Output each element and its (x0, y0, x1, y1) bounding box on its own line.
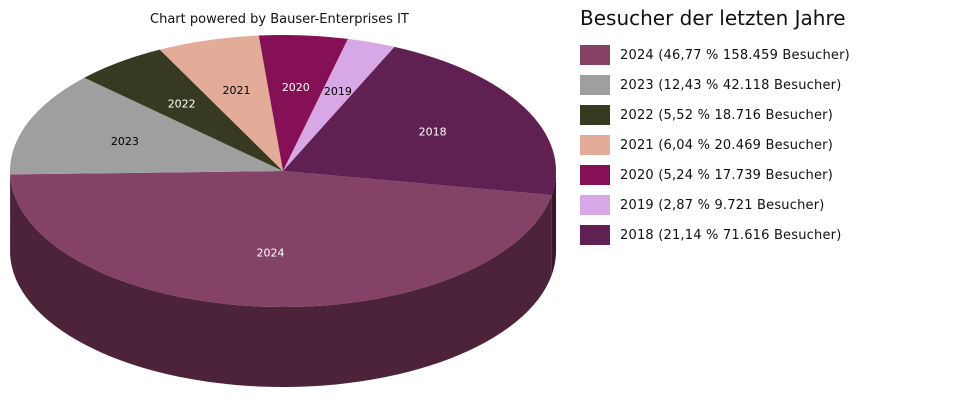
slice-label-2023: 2023 (111, 135, 139, 148)
pie-slice-2019 (283, 38, 395, 171)
slice-label-2020: 2020 (282, 81, 310, 94)
legend-item-2019: 2019 (2,87 % 9.721 Besucher) (580, 190, 850, 220)
slice-label-2021: 2021 (222, 84, 250, 97)
pie-slice-2018 (283, 46, 556, 196)
legend-swatch (580, 195, 610, 215)
slice-label-2022: 2022 (168, 97, 196, 110)
legend-swatch (580, 165, 610, 185)
legend-item-2024: 2024 (46,77 % 158.459 Besucher) (580, 40, 850, 70)
slice-label-2018: 2018 (419, 126, 447, 139)
legend-title: Besucher der letzten Jahre (580, 6, 846, 30)
pie-slice-2020 (258, 35, 348, 172)
legend-item-2022: 2022 (5,52 % 18.716 Besucher) (580, 100, 850, 130)
legend-label: 2022 (5,52 % 18.716 Besucher) (620, 107, 834, 123)
legend-swatch (580, 105, 610, 125)
legend-item-2021: 2021 (6,04 % 20.469 Besucher) (580, 130, 850, 160)
legend-label: 2020 (5,24 % 17.739 Besucher) (620, 167, 834, 183)
legend-swatch (580, 45, 610, 65)
legend-label: 2019 (2,87 % 9.721 Besucher) (620, 197, 825, 213)
pie-labels: 2024 2023 2022 2021 2020 2019 2018 (111, 81, 447, 259)
legend: 2024 (46,77 % 158.459 Besucher) 2023 (12,… (580, 40, 850, 250)
pie-slice-2021 (159, 35, 283, 171)
legend-label: 2018 (21,14 % 71.616 Besucher) (620, 227, 842, 243)
pie-side-walls (10, 171, 556, 387)
legend-swatch (580, 75, 610, 95)
legend-label: 2024 (46,77 % 158.459 Besucher) (620, 47, 850, 63)
slice-label-2019: 2019 (324, 85, 352, 98)
chart-credit: Chart powered by Bauser-Enterprises IT (150, 12, 409, 27)
legend-label: 2023 (12,43 % 42.118 Besucher) (620, 77, 842, 93)
pie-slice-2023 (9, 77, 283, 175)
legend-swatch (580, 225, 610, 245)
legend-item-2020: 2020 (5,24 % 17.739 Besucher) (580, 160, 850, 190)
pie-side-2018 (551, 171, 556, 276)
legend-item-2023: 2023 (12,43 % 42.118 Besucher) (580, 70, 850, 100)
pie-slices (9, 35, 556, 307)
pie-slice-2024 (10, 171, 552, 307)
legend-item-2018: 2018 (21,14 % 71.616 Besucher) (580, 220, 850, 250)
legend-swatch (580, 135, 610, 155)
slice-label-2024: 2024 (256, 246, 284, 259)
legend-label: 2021 (6,04 % 20.469 Besucher) (620, 137, 834, 153)
pie-slice-2022 (84, 49, 284, 171)
pie-side-2024 (10, 174, 552, 387)
